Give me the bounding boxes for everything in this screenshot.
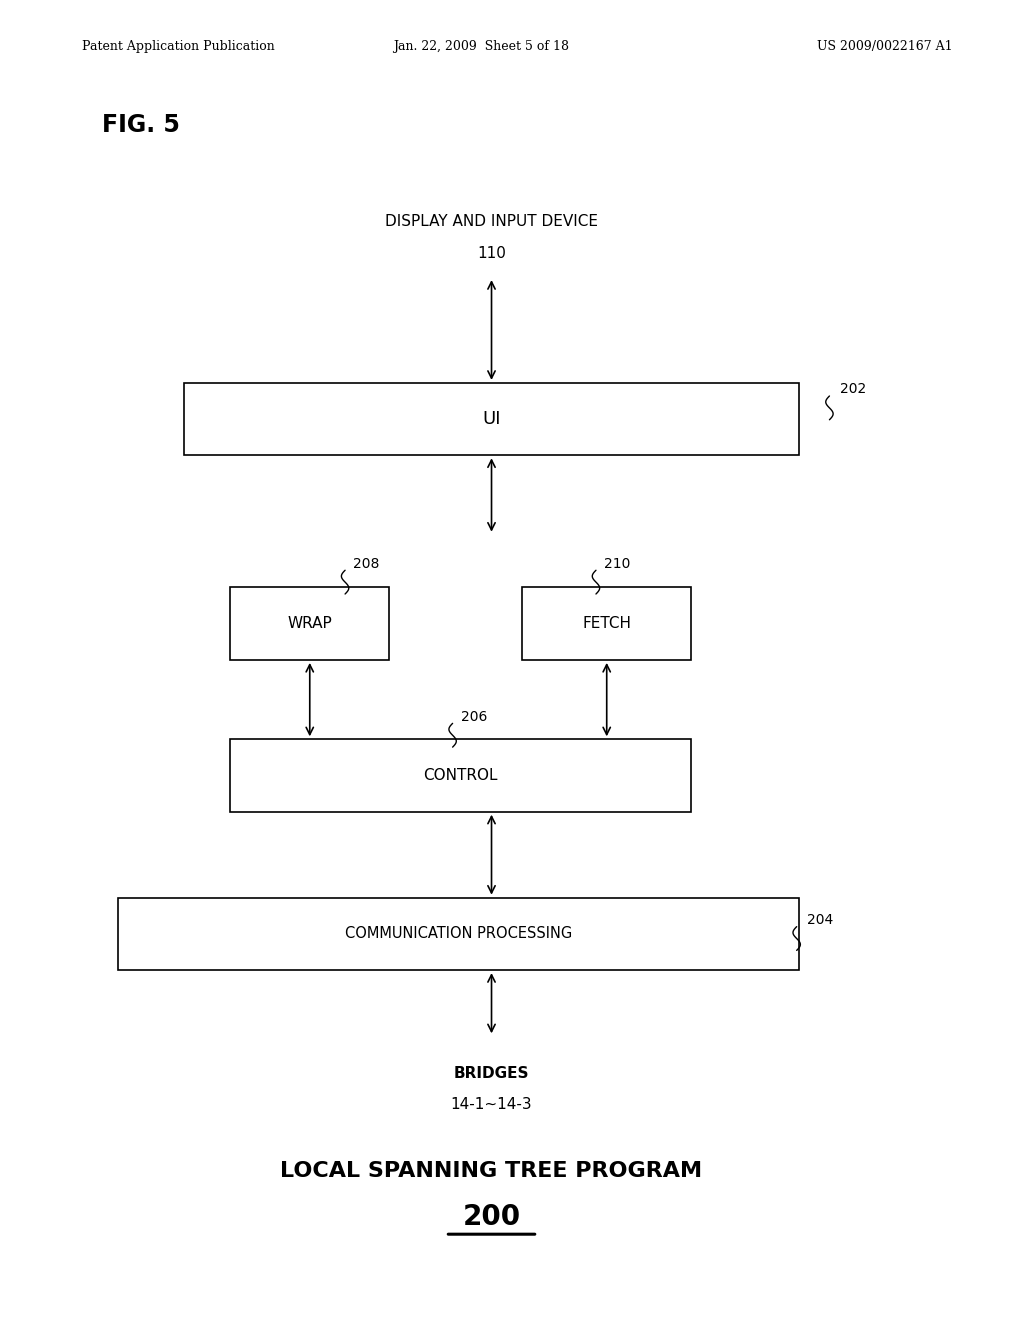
FancyBboxPatch shape — [230, 739, 691, 812]
Text: 14-1∼14-3: 14-1∼14-3 — [451, 1097, 532, 1113]
FancyBboxPatch shape — [184, 383, 799, 455]
Text: BRIDGES: BRIDGES — [454, 1065, 529, 1081]
Text: 110: 110 — [477, 246, 506, 261]
Text: COMMUNICATION PROCESSING: COMMUNICATION PROCESSING — [345, 927, 571, 941]
Text: WRAP: WRAP — [288, 616, 332, 631]
Text: DISPLAY AND INPUT DEVICE: DISPLAY AND INPUT DEVICE — [385, 214, 598, 230]
Text: FETCH: FETCH — [583, 616, 631, 631]
Text: US 2009/0022167 A1: US 2009/0022167 A1 — [817, 40, 952, 53]
Text: CONTROL: CONTROL — [424, 768, 498, 783]
Text: 202: 202 — [840, 383, 866, 396]
Text: Patent Application Publication: Patent Application Publication — [82, 40, 274, 53]
Text: 210: 210 — [604, 557, 631, 570]
Text: 208: 208 — [353, 557, 380, 570]
Text: FIG. 5: FIG. 5 — [102, 114, 180, 137]
Text: LOCAL SPANNING TREE PROGRAM: LOCAL SPANNING TREE PROGRAM — [281, 1160, 702, 1181]
FancyBboxPatch shape — [522, 587, 691, 660]
Text: Jan. 22, 2009  Sheet 5 of 18: Jan. 22, 2009 Sheet 5 of 18 — [393, 40, 569, 53]
Text: UI: UI — [482, 411, 501, 428]
FancyBboxPatch shape — [230, 587, 389, 660]
Text: 204: 204 — [807, 913, 834, 927]
Text: 200: 200 — [463, 1203, 520, 1232]
FancyBboxPatch shape — [118, 898, 799, 970]
Text: 206: 206 — [461, 710, 487, 723]
